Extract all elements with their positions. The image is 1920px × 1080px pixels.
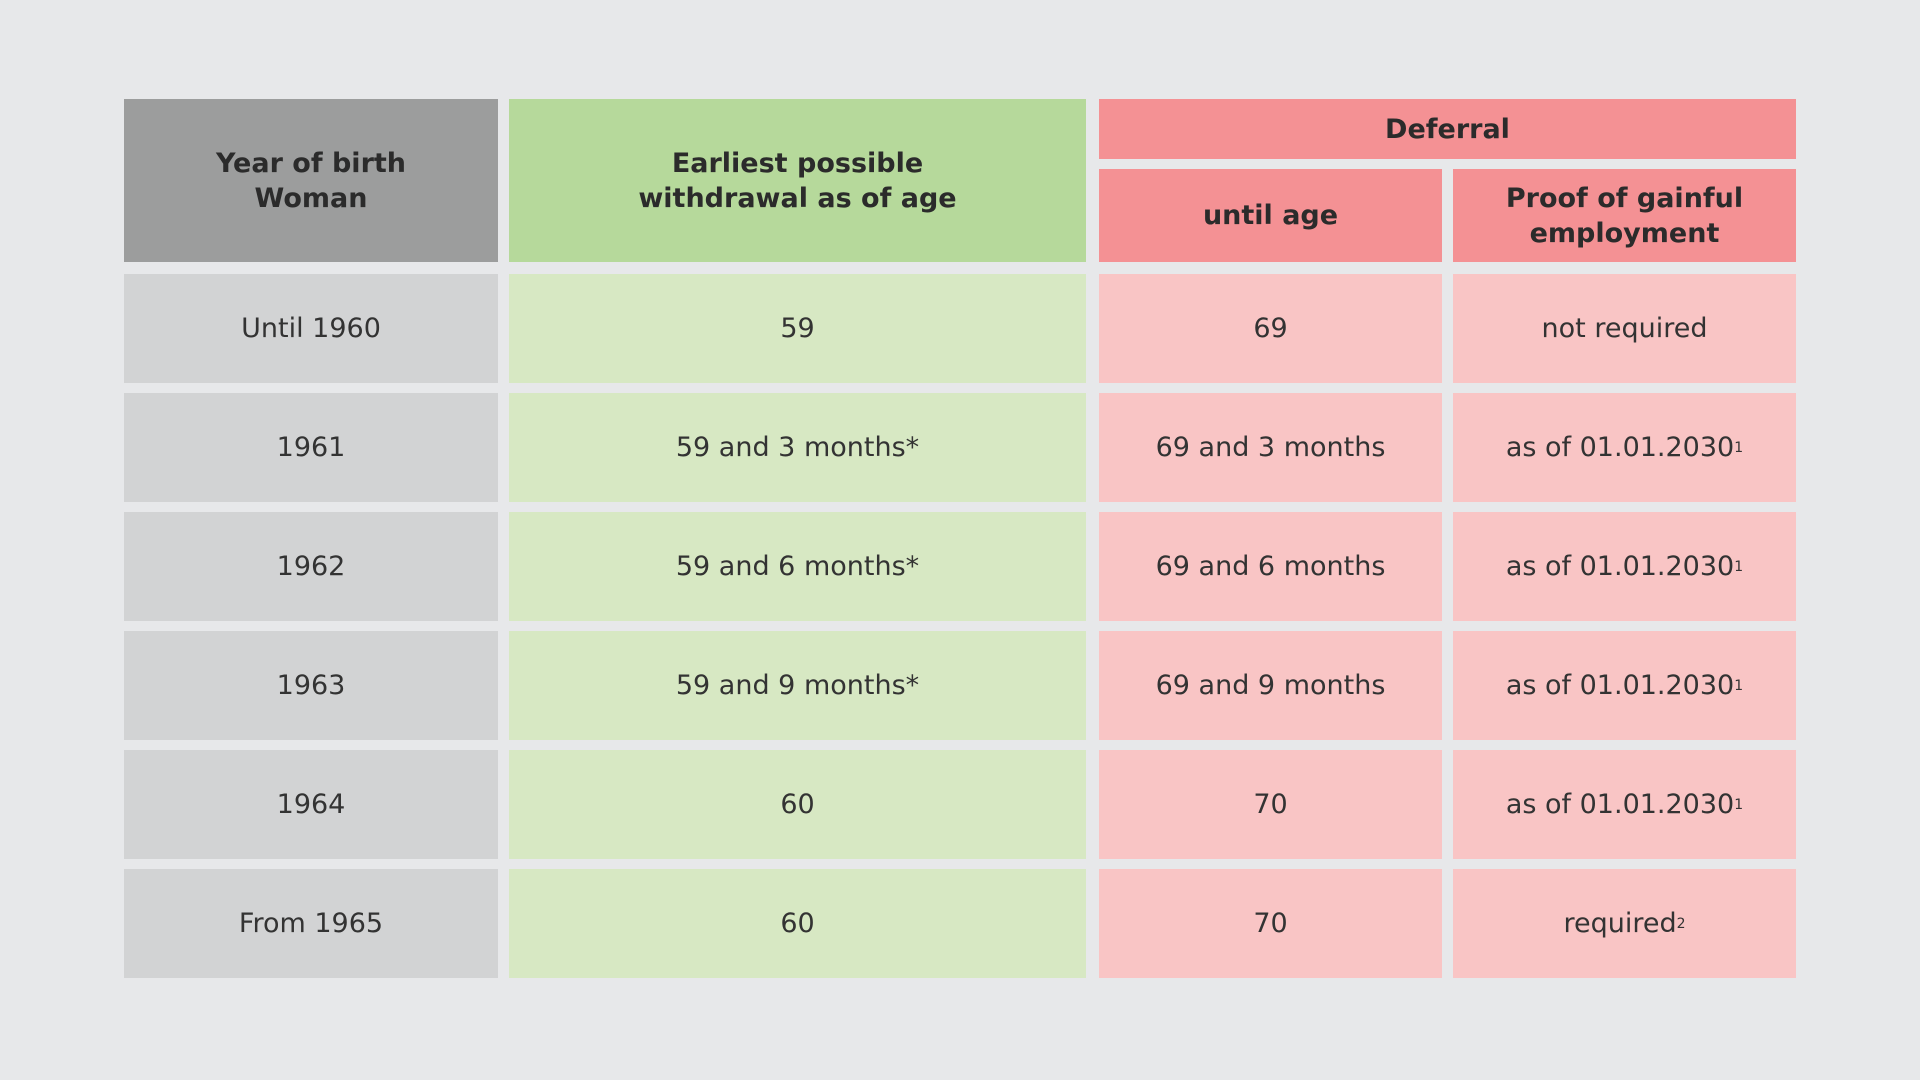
cell-year: 1961 [124,393,498,502]
cell-proof: required 2 [1453,869,1796,978]
cell-earliest: 59 [509,274,1086,383]
cell-year-text: From 1965 [238,908,384,939]
header-deferral: Deferral [1099,99,1796,159]
cell-until-age: 70 [1099,750,1442,859]
cell-until-age-text: 69 and 3 months [1155,432,1386,463]
cell-until-age-text: 69 [1253,313,1288,344]
cell-earliest-text: 59 and 6 months* [675,551,920,582]
header-year-of-birth: Year of birth Woman [124,99,498,262]
cell-earliest-text: 60 [780,789,815,820]
cell-proof-text: not required [1541,313,1708,344]
cell-year: 1963 [124,631,498,740]
cell-earliest-text: 60 [780,908,815,939]
cell-earliest: 59 and 9 months* [509,631,1086,740]
cell-proof-text: as of 01.01.2030 [1505,789,1735,820]
cell-year: Until 1960 [124,274,498,383]
cell-proof-text: required [1563,908,1677,939]
cell-year-text: 1964 [276,789,346,820]
cell-year: 1964 [124,750,498,859]
cell-proof: as of 01.01.2030 1 [1453,631,1796,740]
cell-proof: as of 01.01.2030 1 [1453,512,1796,621]
cell-proof-text: as of 01.01.2030 [1505,432,1735,463]
cell-year-text: 1961 [276,432,346,463]
header-until-age: until age [1099,169,1442,262]
cell-proof: as of 01.01.2030 1 [1453,393,1796,502]
cell-until-age: 69 [1099,274,1442,383]
cell-until-age: 69 and 6 months [1099,512,1442,621]
cell-year-text: 1963 [276,670,346,701]
cell-until-age-text: 70 [1253,789,1288,820]
cell-year-text: 1962 [276,551,346,582]
cell-proof-text: as of 01.01.2030 [1505,670,1735,701]
header-proof-of-employment: Proof of gainful employment [1453,169,1796,262]
cell-until-age: 70 [1099,869,1442,978]
cell-earliest: 60 [509,869,1086,978]
cell-proof-text: as of 01.01.2030 [1505,551,1735,582]
cell-proof: not required [1453,274,1796,383]
cell-until-age-text: 69 and 9 months [1155,670,1386,701]
cell-until-age-text: 69 and 6 months [1155,551,1386,582]
cell-earliest-text: 59 and 3 months* [675,432,920,463]
cell-earliest: 60 [509,750,1086,859]
cell-until-age: 69 and 3 months [1099,393,1442,502]
cell-earliest: 59 and 6 months* [509,512,1086,621]
cell-year: 1962 [124,512,498,621]
cell-earliest: 59 and 3 months* [509,393,1086,502]
cell-proof: as of 01.01.2030 1 [1453,750,1796,859]
cell-year-text: Until 1960 [241,313,381,344]
header-earliest-withdrawal: Earliest possible withdrawal as of age [509,99,1086,262]
cell-earliest-text: 59 [780,313,815,344]
cell-earliest-text: 59 and 9 months* [675,670,920,701]
cell-year: From 1965 [124,869,498,978]
cell-until-age-text: 70 [1253,908,1288,939]
cell-until-age: 69 and 9 months [1099,631,1442,740]
